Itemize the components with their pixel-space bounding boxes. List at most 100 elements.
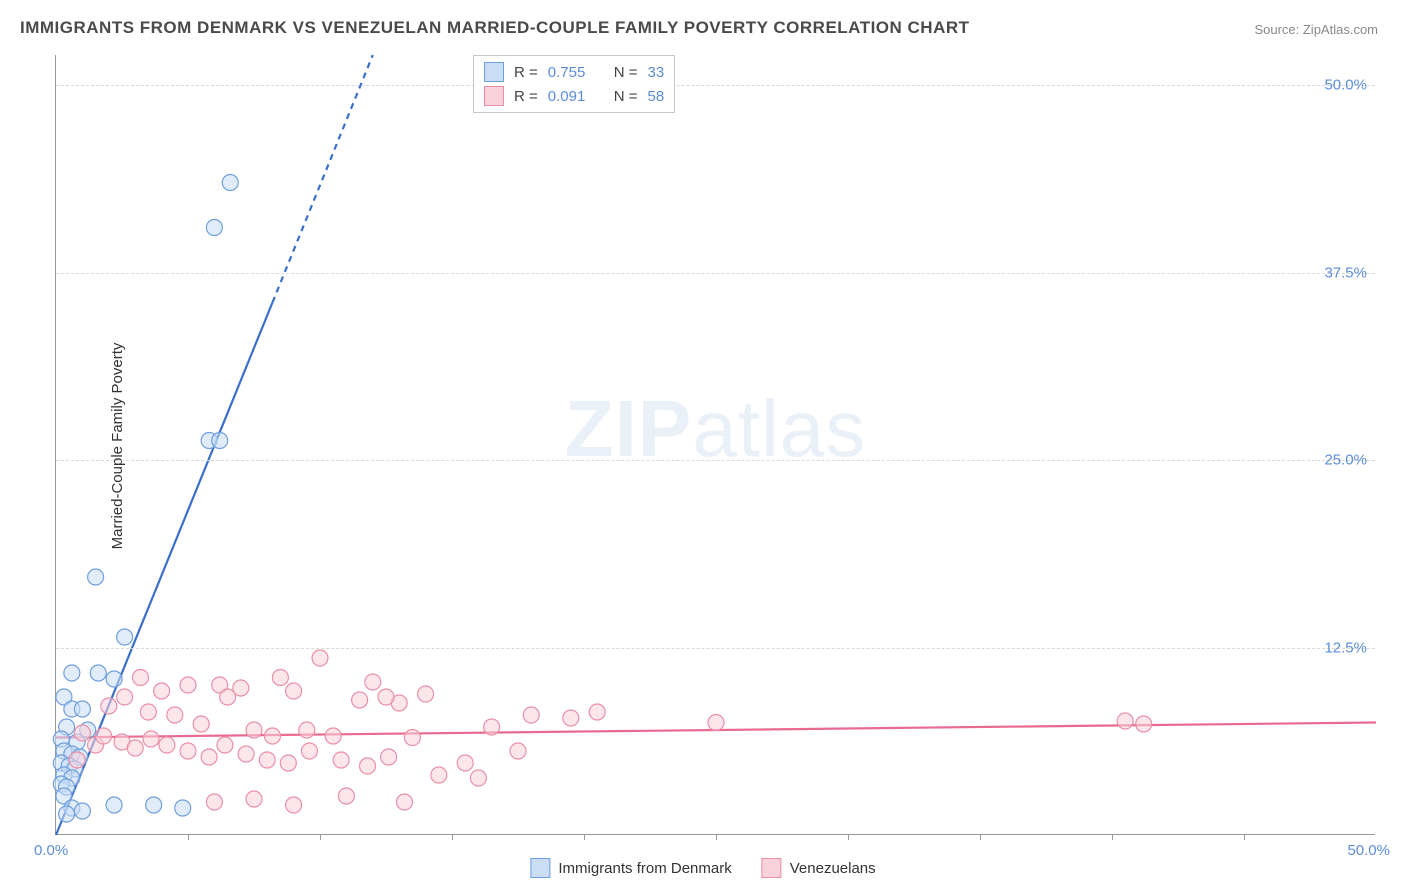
data-point bbox=[127, 740, 143, 756]
data-point bbox=[212, 433, 228, 449]
data-point bbox=[272, 670, 288, 686]
data-point bbox=[90, 665, 106, 681]
data-point bbox=[74, 701, 90, 717]
series-legend-item: Immigrants from Denmark bbox=[530, 858, 731, 878]
n-label: N = bbox=[614, 64, 638, 81]
data-point bbox=[180, 677, 196, 693]
gridline bbox=[56, 648, 1375, 649]
x-tick bbox=[980, 834, 981, 840]
data-point bbox=[396, 794, 412, 810]
data-point bbox=[106, 671, 122, 687]
series-legend-item: Venezuelans bbox=[762, 858, 876, 878]
data-point bbox=[69, 752, 85, 768]
correlation-legend-row: R = 0.755 N = 33 bbox=[484, 60, 664, 84]
trend-line-dashed bbox=[272, 55, 372, 303]
data-point bbox=[220, 689, 236, 705]
data-point bbox=[286, 683, 302, 699]
y-tick-label: 37.5% bbox=[1324, 264, 1367, 281]
x-tick bbox=[848, 834, 849, 840]
data-point bbox=[312, 650, 328, 666]
data-point bbox=[264, 728, 280, 744]
gridline bbox=[56, 85, 1375, 86]
data-point bbox=[259, 752, 275, 768]
y-tick-label: 25.0% bbox=[1324, 452, 1367, 469]
data-point bbox=[404, 730, 420, 746]
x-tick bbox=[1112, 834, 1113, 840]
legend-swatch bbox=[762, 858, 782, 878]
data-point bbox=[74, 725, 90, 741]
data-point bbox=[180, 743, 196, 759]
n-value: 33 bbox=[648, 64, 665, 81]
data-point bbox=[1136, 716, 1152, 732]
x-tick bbox=[716, 834, 717, 840]
data-point bbox=[431, 767, 447, 783]
data-point bbox=[365, 674, 381, 690]
data-point bbox=[154, 683, 170, 699]
r-value: 0.091 bbox=[548, 88, 598, 105]
gridline bbox=[56, 460, 1375, 461]
data-point bbox=[222, 175, 238, 191]
data-point bbox=[1117, 713, 1133, 729]
data-point bbox=[106, 797, 122, 813]
data-point bbox=[217, 737, 233, 753]
data-point bbox=[167, 707, 183, 723]
y-tick-label: 50.0% bbox=[1324, 77, 1367, 94]
data-point bbox=[206, 220, 222, 236]
r-value: 0.755 bbox=[548, 64, 598, 81]
x-max-label: 50.0% bbox=[1347, 842, 1390, 859]
origin-label: 0.0% bbox=[34, 842, 68, 859]
series-legend-label: Immigrants from Denmark bbox=[558, 860, 731, 877]
data-point bbox=[484, 719, 500, 735]
n-label: N = bbox=[614, 88, 638, 105]
data-point bbox=[338, 788, 354, 804]
data-point bbox=[378, 689, 394, 705]
data-point bbox=[64, 665, 80, 681]
data-point bbox=[117, 689, 133, 705]
data-point bbox=[146, 797, 162, 813]
data-point bbox=[470, 770, 486, 786]
r-label: R = bbox=[514, 64, 538, 81]
data-point bbox=[280, 755, 296, 771]
data-point bbox=[193, 716, 209, 732]
data-point bbox=[201, 749, 217, 765]
chart-title: IMMIGRANTS FROM DENMARK VS VENEZUELAN MA… bbox=[20, 18, 970, 38]
correlation-legend: R = 0.755 N = 33 R = 0.091 N = 58 bbox=[473, 55, 675, 113]
data-point bbox=[132, 670, 148, 686]
data-point bbox=[206, 794, 222, 810]
data-point bbox=[381, 749, 397, 765]
data-point bbox=[246, 791, 262, 807]
data-point bbox=[117, 629, 133, 645]
scatter-svg bbox=[56, 55, 1375, 834]
data-point bbox=[74, 803, 90, 819]
correlation-legend-row: R = 0.091 N = 58 bbox=[484, 84, 664, 108]
x-tick bbox=[452, 834, 453, 840]
data-point bbox=[175, 800, 191, 816]
data-point bbox=[140, 704, 156, 720]
data-point bbox=[325, 728, 341, 744]
x-tick bbox=[1244, 834, 1245, 840]
series-legend: Immigrants from Denmark Venezuelans bbox=[530, 858, 875, 878]
data-point bbox=[59, 806, 75, 822]
data-point bbox=[457, 755, 473, 771]
n-value: 58 bbox=[648, 88, 665, 105]
data-point bbox=[88, 569, 104, 585]
source-attribution: Source: ZipAtlas.com bbox=[1254, 22, 1378, 37]
data-point bbox=[246, 722, 262, 738]
data-point bbox=[510, 743, 526, 759]
data-point bbox=[418, 686, 434, 702]
data-point bbox=[238, 746, 254, 762]
data-point bbox=[101, 698, 117, 714]
data-point bbox=[360, 758, 376, 774]
data-point bbox=[299, 722, 315, 738]
data-point bbox=[589, 704, 605, 720]
legend-swatch bbox=[484, 86, 504, 106]
series-legend-label: Venezuelans bbox=[790, 860, 876, 877]
gridline bbox=[56, 273, 1375, 274]
data-point bbox=[563, 710, 579, 726]
data-point bbox=[286, 797, 302, 813]
data-point bbox=[96, 728, 112, 744]
r-label: R = bbox=[514, 88, 538, 105]
legend-swatch bbox=[530, 858, 550, 878]
data-point bbox=[159, 737, 175, 753]
data-point bbox=[352, 692, 368, 708]
